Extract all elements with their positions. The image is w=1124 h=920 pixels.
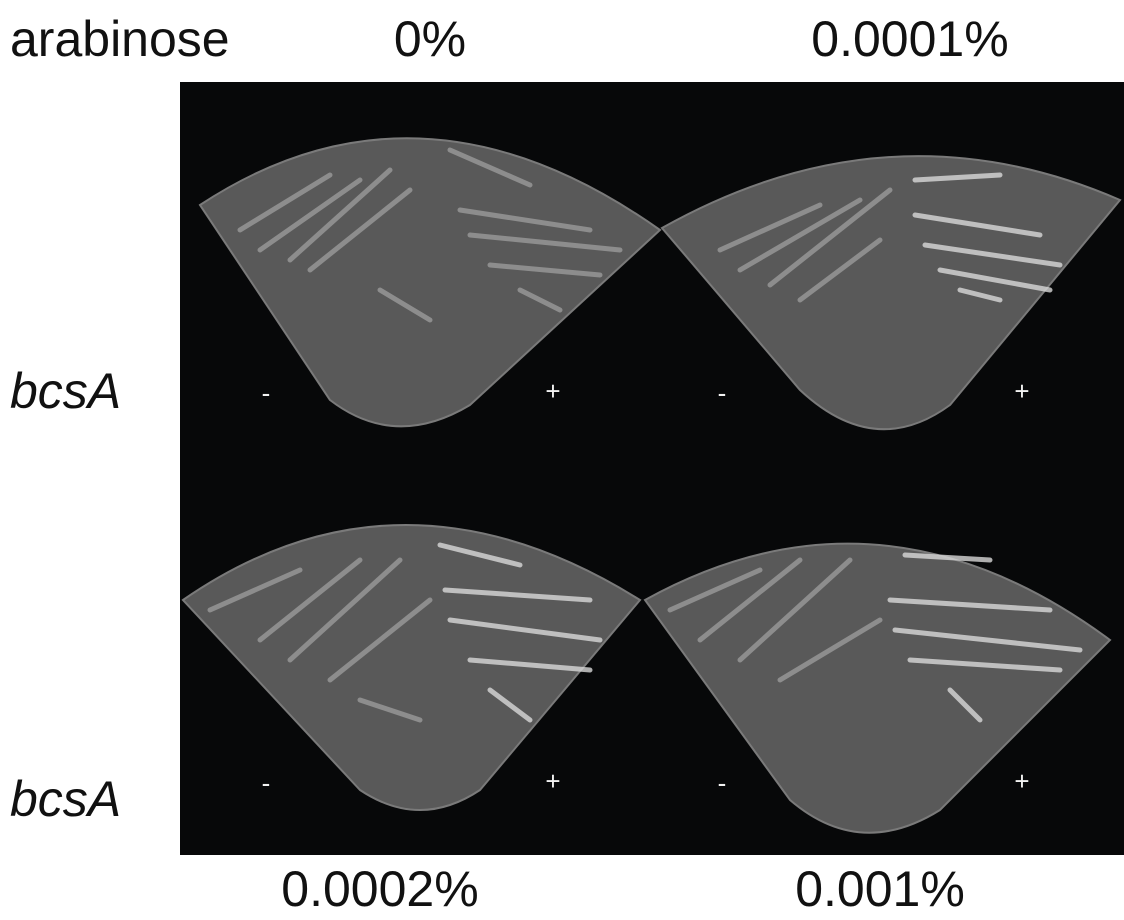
- plate-1-0: [181, 524, 642, 811]
- plate-0-1: [660, 155, 1122, 431]
- plus-label: +: [545, 376, 560, 406]
- plus-label: +: [1014, 376, 1029, 406]
- header-label: arabinose: [10, 11, 230, 67]
- concentration-label: 0.0002%: [281, 861, 478, 917]
- minus-label: -: [718, 768, 727, 798]
- plus-label: +: [1014, 766, 1029, 796]
- plate-1-1: [643, 542, 1112, 834]
- minus-label: -: [718, 378, 727, 408]
- plus-label: +: [545, 766, 560, 796]
- strain-label: bcsA: [10, 363, 121, 419]
- minus-label: -: [262, 768, 271, 798]
- strain-label: bcsA: [10, 771, 121, 827]
- plate-0-0: [198, 137, 662, 428]
- concentration-label: 0.001%: [795, 861, 965, 917]
- minus-label: -: [262, 378, 271, 408]
- concentration-label: 0%: [394, 11, 466, 67]
- concentration-label: 0.0001%: [811, 11, 1008, 67]
